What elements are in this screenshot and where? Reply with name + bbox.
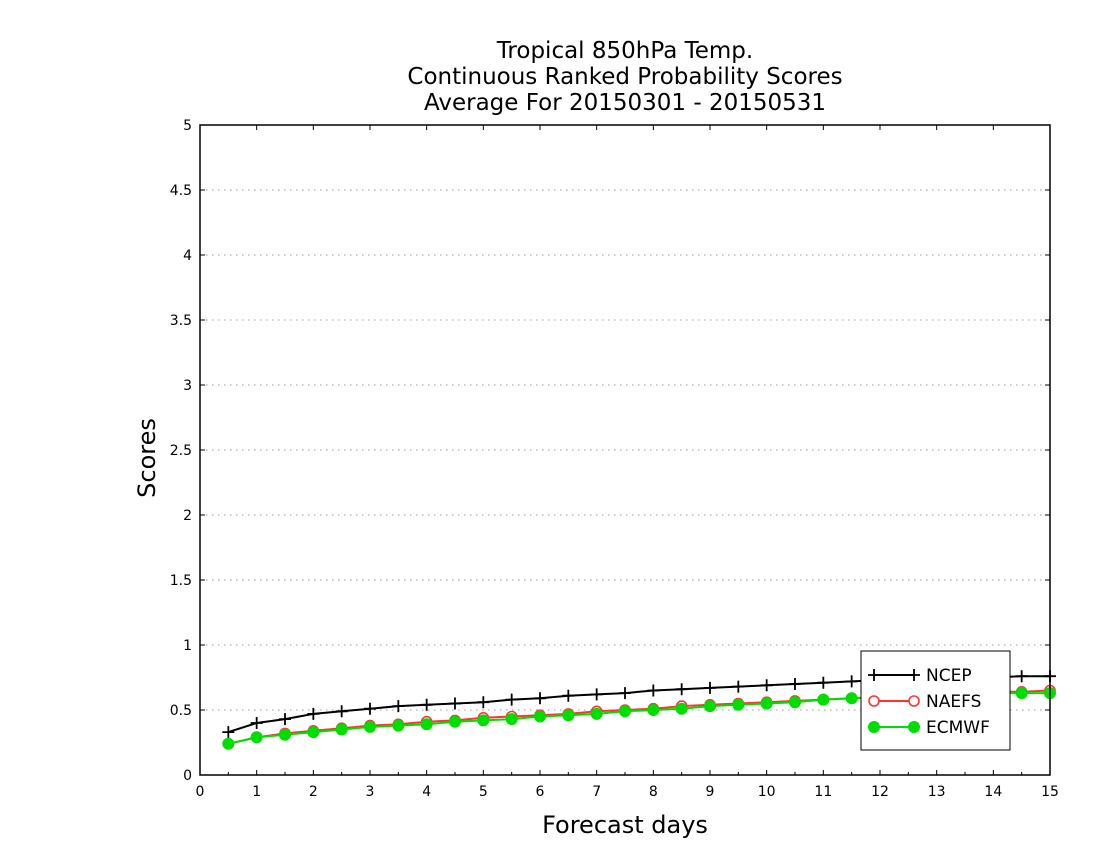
- x-tick-label: 1: [252, 784, 261, 800]
- x-tick-label: 12: [871, 784, 889, 800]
- legend-label-naefs: NAEFS: [926, 692, 981, 712]
- data-point-ecmwf: [619, 705, 631, 718]
- data-point-ecmwf: [760, 697, 773, 710]
- data-point-ncep: [364, 702, 376, 715]
- data-point-ncep: [760, 679, 773, 692]
- data-point-ecmwf: [250, 731, 263, 744]
- legend-label-ncep: NCEP: [926, 666, 972, 686]
- legend-item-ecmwf: ECMWF: [868, 718, 990, 738]
- chart-title-line-3: Average For 20150301 - 20150531: [424, 90, 826, 116]
- data-point-ncep: [477, 696, 490, 709]
- data-point-ncep: [250, 717, 263, 729]
- data-point-ecmwf: [845, 692, 858, 705]
- y-tick-label: 3.5: [170, 313, 192, 329]
- y-tick-label: 2: [183, 508, 192, 524]
- x-tick-label: 7: [592, 784, 601, 800]
- x-tick-label: 2: [309, 784, 318, 800]
- data-point-ncep: [817, 676, 830, 689]
- data-point-ncep: [562, 689, 575, 702]
- chart-title-line-2: Continuous Ranked Probability Scores: [407, 64, 842, 90]
- data-point-ncep: [789, 678, 801, 690]
- x-tick-label: 8: [649, 784, 658, 800]
- data-point-ecmwf: [279, 728, 291, 741]
- legend-marker-naefs: [868, 695, 880, 707]
- plot-frame: [199, 124, 1051, 776]
- data-point-ecmwf: [364, 720, 376, 733]
- data-point-ecmwf: [477, 714, 490, 727]
- x-tick-label: 0: [196, 784, 205, 800]
- data-point-ecmwf: [307, 726, 320, 739]
- data-point-ncep: [704, 681, 716, 694]
- data-point-ncep: [222, 726, 235, 739]
- x-tick-label: 14: [984, 784, 1002, 800]
- y-tick-label: 4: [183, 248, 192, 264]
- data-point-ecmwf: [590, 707, 603, 720]
- data-point-ecmwf: [647, 704, 660, 716]
- data-point-ncep: [279, 713, 291, 726]
- y-tick-label: 4.5: [170, 183, 192, 199]
- data-point-ncep: [534, 692, 546, 705]
- y-tick-label: 1: [183, 638, 192, 654]
- axes: 0 1 2 3 4 5 6 7 8 9 10 11 12 13 14 1500.511.522.533.544…: [170, 118, 1059, 800]
- legend-marker-ncep: [868, 669, 880, 681]
- data-point-ecmwf: [675, 702, 688, 715]
- x-tick-label: 10: [758, 784, 776, 800]
- x-tick-label: 4: [422, 784, 431, 800]
- legend-label-ecmwf: ECMWF: [926, 718, 990, 738]
- data-point-ncep: [307, 707, 320, 720]
- data-point-ncep: [335, 705, 348, 718]
- legend-item-ncep: NCEP: [868, 666, 972, 686]
- data-point-ncep: [449, 697, 461, 710]
- x-tick-label: 5: [479, 784, 488, 800]
- data-point-ecmwf: [789, 696, 801, 709]
- data-point-ecmwf: [732, 698, 745, 711]
- legend: NCEP NAEFS ECMWF: [860, 650, 1011, 751]
- grid: [200, 189, 1050, 711]
- x-tick-label: 11: [814, 784, 832, 800]
- legend-marker-ecmwf: [868, 721, 880, 733]
- data-point-ecmwf: [222, 737, 235, 750]
- legend-marker-ecmwf: [908, 721, 920, 733]
- data-point-ecmwf: [449, 715, 461, 728]
- data-point-ecmwf: [505, 713, 518, 726]
- x-tick-label: 15: [1041, 784, 1059, 800]
- y-tick-label: 2.5: [170, 443, 192, 459]
- data-point-ncep: [1015, 670, 1028, 683]
- y-axis-label: Scores: [133, 418, 161, 498]
- y-tick-label: 1.5: [170, 573, 192, 589]
- x-axis-label: Forecast days: [542, 811, 708, 839]
- legend-marker-ncep: [908, 669, 920, 681]
- data-point-ncep: [420, 698, 433, 711]
- data-point-ncep: [675, 683, 688, 696]
- data-point-ncep: [505, 693, 518, 706]
- chart-title: Tropical 850hPa Temp. Continuous Ranked …: [407, 38, 842, 116]
- y-tick-label: 5: [183, 118, 192, 134]
- x-tick-label: 6: [536, 784, 545, 800]
- data-point-ecmwf: [704, 700, 716, 713]
- data-point-ecmwf: [534, 710, 546, 723]
- data-point-ncep: [845, 675, 858, 688]
- data-point-ecmwf: [817, 693, 830, 706]
- y-tick-label: 0: [183, 768, 192, 784]
- data-point-ncep: [647, 684, 660, 697]
- legend-item-naefs: NAEFS: [868, 692, 981, 712]
- x-tick-label: 3: [366, 784, 375, 800]
- data-point-ecmwf: [1015, 687, 1028, 700]
- data-point-ncep: [392, 700, 405, 713]
- data-point-ncep: [732, 680, 745, 693]
- data-point-ecmwf: [420, 718, 433, 731]
- legend-marker-naefs: [908, 695, 920, 707]
- data-point-ecmwf: [392, 719, 405, 732]
- x-tick-label: 9: [706, 784, 715, 800]
- chart-title-line-1: Tropical 850hPa Temp.: [496, 38, 753, 64]
- data-point-ecmwf: [335, 723, 348, 736]
- x-tick-label: 13: [928, 784, 946, 800]
- data-point-ncep: [619, 687, 631, 700]
- y-tick-label: 0.5: [170, 703, 192, 719]
- data-point-ecmwf: [562, 709, 575, 722]
- data-point-ncep: [590, 688, 603, 701]
- y-tick-label: 3: [183, 378, 192, 394]
